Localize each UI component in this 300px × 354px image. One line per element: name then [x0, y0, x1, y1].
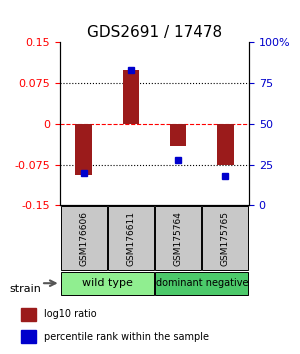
Text: GSM176606: GSM176606: [79, 211, 88, 266]
Text: GSM175764: GSM175764: [174, 211, 183, 266]
Bar: [61, 206, 107, 270]
Text: percentile rank within the sample: percentile rank within the sample: [44, 332, 209, 342]
Bar: [217, 124, 234, 165]
Text: dominant negative: dominant negative: [155, 278, 248, 288]
Bar: [75, 124, 92, 176]
Bar: [20, 330, 36, 343]
Bar: [202, 206, 248, 270]
Bar: [20, 308, 36, 321]
Bar: [155, 206, 201, 270]
Bar: [123, 70, 139, 124]
Text: GSM176611: GSM176611: [126, 211, 135, 266]
Text: log10 ratio: log10 ratio: [44, 309, 97, 320]
Bar: [155, 272, 248, 295]
Text: strain: strain: [9, 284, 41, 293]
Bar: [108, 206, 154, 270]
Bar: [170, 124, 186, 145]
Text: GSM175765: GSM175765: [221, 211, 230, 266]
Text: wild type: wild type: [82, 278, 133, 288]
Bar: [61, 272, 154, 295]
Title: GDS2691 / 17478: GDS2691 / 17478: [87, 25, 222, 40]
